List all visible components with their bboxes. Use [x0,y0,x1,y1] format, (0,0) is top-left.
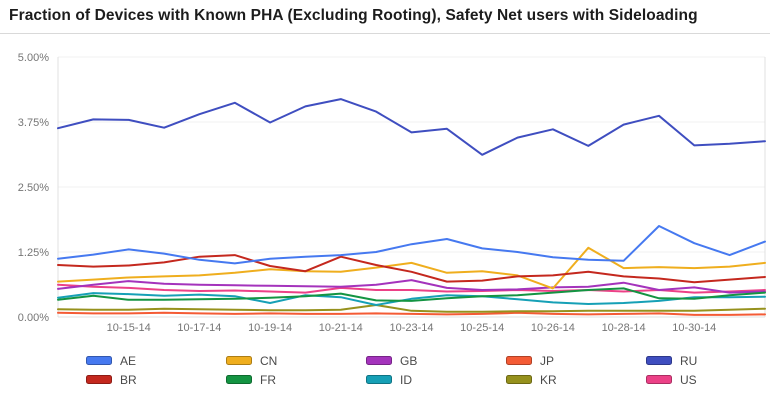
legend-label: AE [120,353,137,368]
series-line-JP [57,311,766,316]
x-tick-label: 10-21-14 [319,322,363,334]
legend-item-CN: CN [226,354,366,368]
series-line-CN [57,246,766,290]
y-tick-label: 1.25% [18,247,49,259]
legend-item-GB: GB [366,354,506,368]
y-tick-label: 3.75% [18,117,49,129]
x-tick-label: 10-26-14 [531,322,575,334]
x-tick-label: 10-30-14 [672,322,716,334]
legend-label: US [680,372,697,387]
series-line-US [57,283,766,294]
legend-swatch-KR [506,375,532,384]
y-tick-label: 5.00% [18,52,49,64]
legend-swatch-BR [86,375,112,384]
legend-label: GB [400,353,418,368]
legend-label: FR [260,372,276,387]
series-line-RU [57,98,766,156]
x-tick-label: 10-17-14 [177,322,221,334]
chart-title: Fraction of Devices with Known PHA (Excl… [9,7,698,24]
legend-item-BR: BR [86,373,226,387]
legend-label: BR [120,372,137,387]
legend-swatch-ID [366,375,392,384]
legend-item-KR: KR [506,373,646,387]
x-tick-label: 10-28-14 [602,322,646,334]
x-tick-label: 10-19-14 [248,322,292,334]
legend-swatch-GB [366,356,392,365]
series-line-BR [57,254,766,284]
legend-label: JP [540,353,555,368]
legend-label: RU [680,353,698,368]
legend-swatch-FR [226,375,252,384]
y-tick-label: 2.50% [18,182,49,194]
title-bar: Fraction of Devices with Known PHA (Excl… [0,0,770,34]
chart-legend: AE BR CN FR GB ID JP KR RU US [86,351,770,389]
series-line-AE [57,225,766,265]
legend-swatch-AE [86,356,112,365]
legend-label: CN [260,353,278,368]
x-tick-label: 10-23-14 [389,322,433,334]
legend-item-JP: JP [506,354,646,368]
legend-item-RU: RU [646,354,770,368]
x-tick-label: 10-25-14 [460,322,504,334]
legend-swatch-JP [506,356,532,365]
legend-label: KR [540,372,557,387]
series-line-GB [57,279,766,294]
legend-item-US: US [646,373,770,387]
legend-swatch-US [646,375,672,384]
legend-swatch-CN [226,356,252,365]
x-tick-label: 10-15-14 [107,322,151,334]
line-chart: 0.00% 1.25% 2.50% 3.75% 5.00% 10-15-14 10-17-1… [18,52,766,334]
series-line-KR [57,304,766,313]
legend-item-ID: ID [366,373,506,387]
series-line-ID [57,292,766,306]
y-tick-label: 0.00% [18,312,49,324]
legend-item-FR: FR [226,373,366,387]
legend-swatch-RU [646,356,672,365]
series-line-FR [57,287,766,302]
legend-item-AE: AE [86,354,226,368]
legend-label: ID [400,372,412,387]
